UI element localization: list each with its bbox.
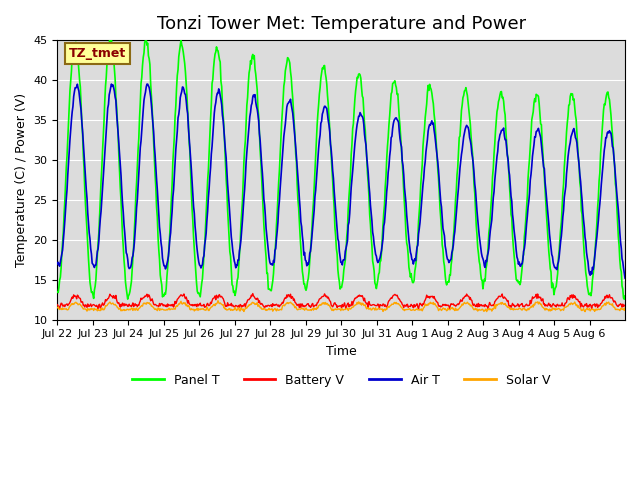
X-axis label: Time: Time (326, 345, 356, 358)
Y-axis label: Temperature (C) / Power (V): Temperature (C) / Power (V) (15, 93, 28, 267)
Title: Tonzi Tower Met: Temperature and Power: Tonzi Tower Met: Temperature and Power (157, 15, 526, 33)
Text: TZ_tmet: TZ_tmet (68, 47, 126, 60)
Legend: Panel T, Battery V, Air T, Solar V: Panel T, Battery V, Air T, Solar V (127, 369, 555, 392)
